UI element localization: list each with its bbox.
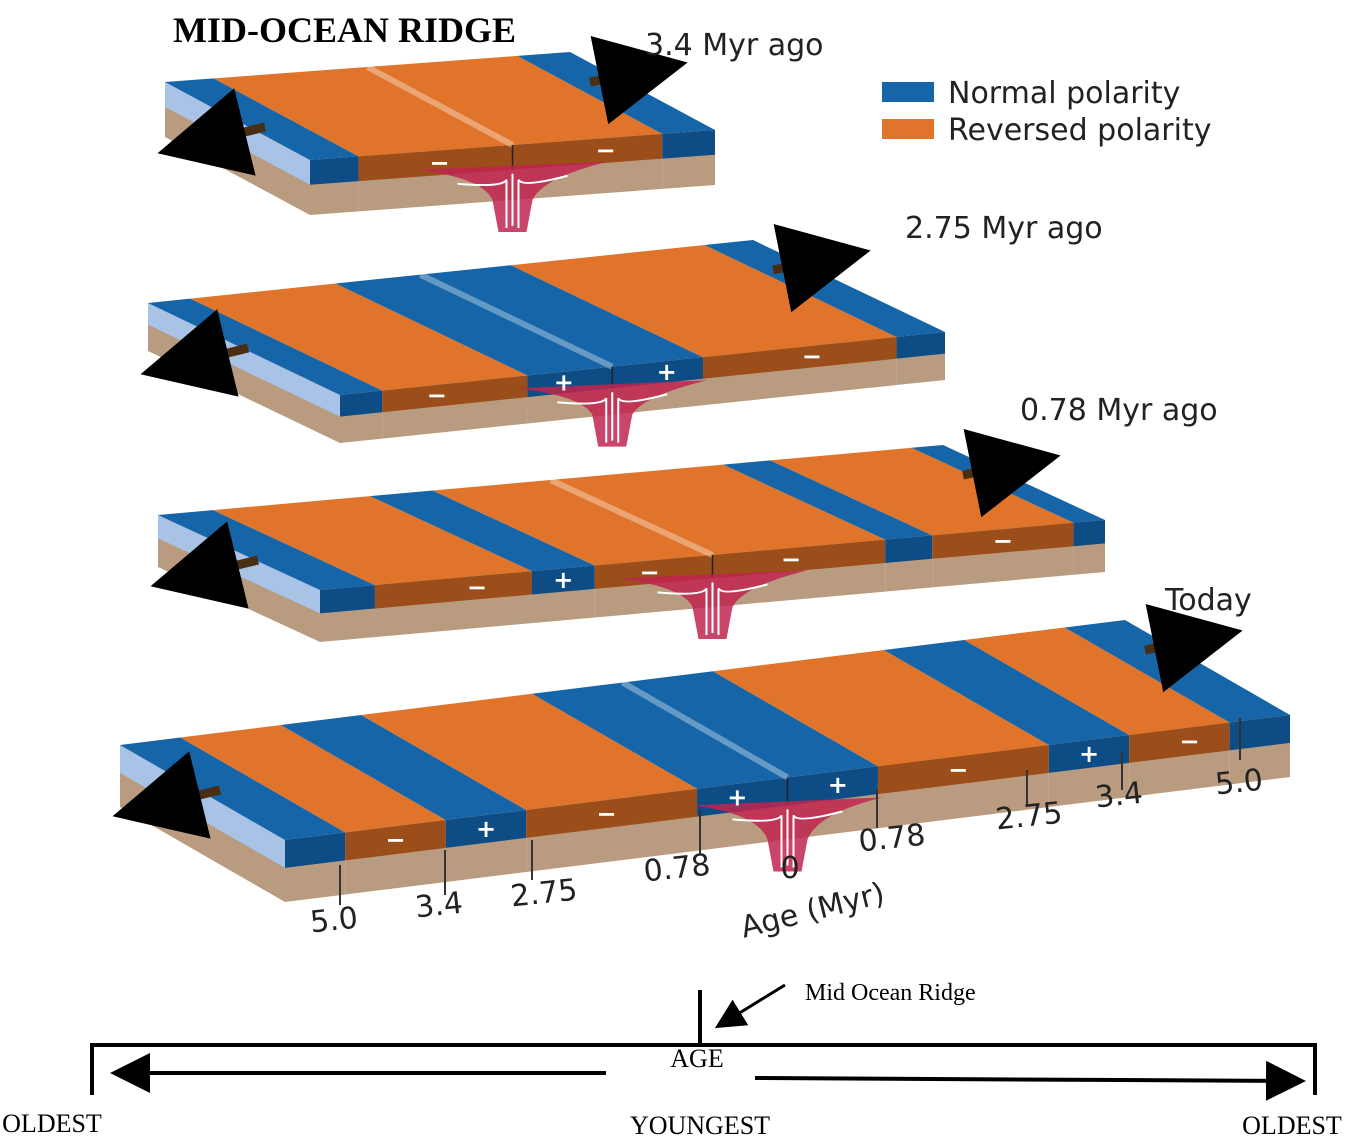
age-label: AGE bbox=[670, 1044, 723, 1073]
polarity-sign: + bbox=[727, 784, 747, 812]
age-label: 5.0 bbox=[308, 901, 359, 941]
oldest-label: OLDEST bbox=[1242, 1111, 1342, 1139]
legend-label: Reversed polarity bbox=[948, 113, 1211, 148]
slab: − + + − 2.75 Myr ago bbox=[148, 211, 1103, 447]
legend-swatch bbox=[882, 82, 934, 102]
polarity-sign: + bbox=[828, 771, 848, 799]
polarity-sign: + bbox=[554, 368, 574, 396]
polarity-sign: − bbox=[596, 136, 616, 164]
polarity-sign: − bbox=[948, 756, 968, 784]
polarity-sign: + bbox=[476, 815, 496, 843]
age-label: 0.78 bbox=[642, 848, 712, 890]
slab-label: 3.4 Myr ago bbox=[645, 28, 824, 63]
stripe-front bbox=[310, 156, 359, 184]
age-axis-label: Age (Myr) bbox=[737, 876, 888, 946]
polarity-sign: − bbox=[430, 149, 450, 177]
age-label: 3.4 bbox=[413, 886, 464, 926]
age-label: 0.78 bbox=[857, 818, 927, 860]
oldest-label: OLDEST bbox=[2, 1109, 102, 1138]
age-label: 0 bbox=[780, 851, 799, 886]
ridge-label: Mid Ocean Ridge bbox=[805, 980, 976, 1006]
polarity-sign: − bbox=[427, 382, 447, 410]
stripe-front bbox=[662, 130, 715, 159]
polarity-sign: + bbox=[553, 566, 573, 594]
polarity-sign: − bbox=[640, 558, 660, 586]
timeline bbox=[92, 985, 1315, 1095]
slab-label: 0.78 Myr ago bbox=[1020, 393, 1218, 428]
diagram: −−3.4 Myr ago−++−2.75 Myr ago−+−−−0.78 M… bbox=[0, 0, 1359, 1139]
polarity-sign: + bbox=[657, 358, 677, 386]
slab-label: 2.75 Myr ago bbox=[905, 211, 1103, 246]
slabs: − − 3.4 Myr ago − + + − 2.75 Myr ago − + − − − 0.78 M… bbox=[120, 28, 1290, 946]
slab-label: Today bbox=[1164, 583, 1252, 618]
slab: − − 3.4 Myr ago bbox=[165, 28, 824, 232]
age-label: 2.75 bbox=[509, 873, 579, 915]
legend-label: Normal polarity bbox=[948, 76, 1180, 111]
stripe-front bbox=[340, 391, 382, 417]
polarity-sign: − bbox=[781, 546, 801, 574]
polarity-sign: − bbox=[993, 527, 1013, 555]
stripe-front bbox=[320, 585, 375, 613]
polarity-sign: − bbox=[597, 800, 617, 828]
title: MID-OCEAN RIDGE bbox=[173, 10, 516, 50]
age-label: 5.0 bbox=[1213, 763, 1264, 803]
age-label: 2.75 bbox=[994, 796, 1064, 838]
age-label: 3.4 bbox=[1093, 776, 1144, 816]
stripe-front bbox=[885, 535, 932, 563]
legend-swatch bbox=[882, 119, 934, 139]
polarity-sign: − bbox=[802, 343, 822, 371]
polarity-sign: − bbox=[385, 826, 405, 854]
polarity-sign: + bbox=[1079, 740, 1099, 768]
polarity-sign: − bbox=[1179, 727, 1199, 755]
youngest-label: YOUNGEST bbox=[630, 1111, 770, 1139]
stripe-front bbox=[1074, 520, 1105, 546]
polarity-sign: − bbox=[467, 574, 487, 602]
